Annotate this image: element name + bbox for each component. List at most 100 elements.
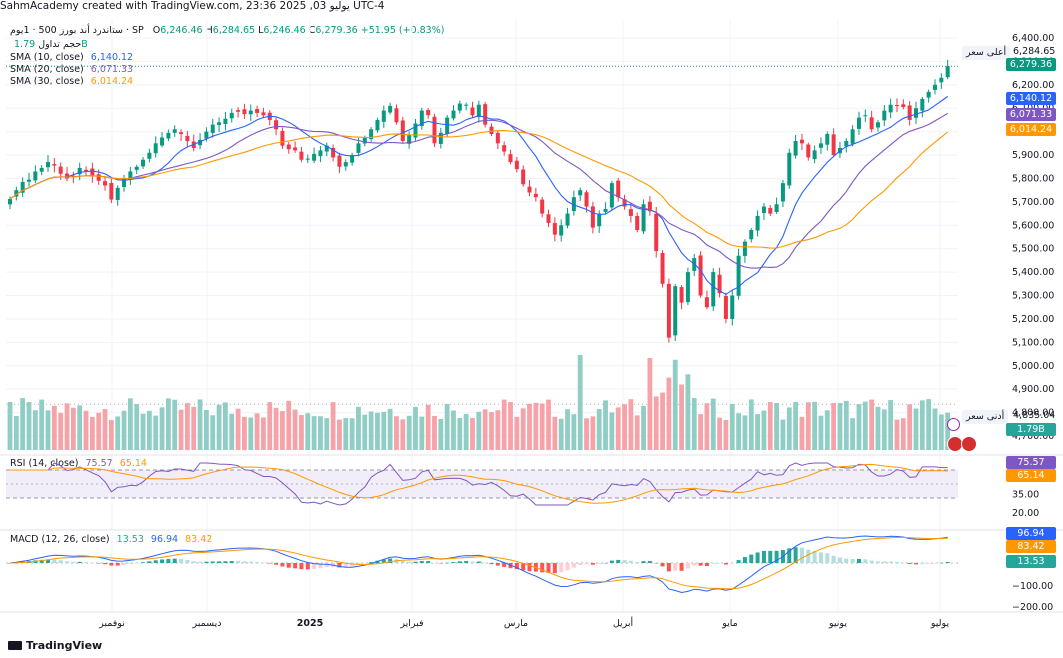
candle-body [552,223,557,235]
candle-body [603,208,608,212]
high-value: 6,284.65 [212,25,256,36]
candle-body [179,132,184,134]
volume-bar [780,419,786,450]
volume-bar [647,358,653,450]
us-flag-icon-2[interactable] [961,436,977,452]
candle-body [856,117,861,129]
lightning-icon[interactable] [947,418,960,431]
macd-hist-bar [768,550,773,563]
macd-hist-bar [236,561,241,563]
volume-bar [501,399,507,450]
candle-body [115,187,120,200]
volume-bar [261,417,266,450]
candle-body [673,286,678,336]
macd-hist-bar [527,563,532,572]
macd-hist-bar [704,563,709,567]
macd-hist-bar [622,560,627,563]
volume-bar [210,415,216,450]
low-value: 6,246.46 [263,25,306,36]
volume-bar [89,417,95,450]
candle-body [521,169,526,185]
tradingview-logo[interactable]: TradingView [8,639,102,652]
candle-body [502,145,507,152]
volume-bar [400,419,406,450]
macd-hist-bar [172,558,177,563]
high-price-tag: أعلى سعر [962,46,1011,60]
time-tick-label: يونيو [828,618,847,629]
volume-bar [197,399,203,450]
macd-hist-bar [837,557,842,563]
macd-legend[interactable]: MACD (12, 26, close) 13.53 96.94 83.42 [10,534,213,545]
candle-body [641,204,646,232]
candle-body [255,109,260,113]
macd-hist-bar [141,562,146,563]
rsi-tick-label: 20.00 [1012,508,1039,519]
macd-hist-bar [736,560,741,563]
candle-body [654,213,659,252]
volume-bar [622,404,627,450]
macd-hist-bar [96,563,101,564]
candle-body [71,175,76,177]
macd-hist-bar [749,554,754,563]
macd-hist-bar [312,563,317,569]
candle-body [242,109,247,115]
candle-body [907,105,912,120]
candle-body [546,214,551,223]
volume-bar [134,404,140,450]
macd-hist-bar [584,563,589,565]
candle-body [286,144,291,150]
macd-hist-bar [945,562,950,563]
macd-hist-bar [761,550,766,563]
volume-legend[interactable]: حجم تداول 1.79B [10,39,88,50]
candle-body [831,134,836,156]
rsi-legend[interactable]: RSI (14, close) 75.57 65.14 [10,458,147,469]
candle-body [527,186,532,193]
macd-hist-bar [191,561,196,563]
volume-price-label: 1.79B [1006,423,1056,436]
macd-hist-bar [52,559,57,563]
volume-bar [894,419,900,450]
symbol-ohlc-legend[interactable]: ستاندرد أند بورز 500 · 1يوم · SP O6,246.… [10,25,445,36]
volume-bar [539,403,545,450]
price-tick-label: 5,000.00 [1012,361,1054,372]
volume-bar [172,399,178,450]
macd-hist-bar [920,563,925,565]
candle-body [185,135,190,142]
candle-body [825,133,830,145]
candle-body [768,207,773,214]
candle-body [704,297,709,308]
volume-bar [603,400,608,450]
grid [0,20,1063,613]
chart-attribution: SahmAcademy created with TradingView.com… [0,0,385,12]
volume-bar [343,418,349,450]
macd-hist-bar [122,563,127,565]
macd-hist-bar [635,561,640,563]
macd-hist-label: 13.53 [1006,555,1056,568]
candle-body [882,110,887,121]
candle-body [787,152,792,186]
sma30-line [9,130,949,249]
volume-bar [900,418,906,450]
macd-hist-bar [831,555,836,563]
macd-hist-bar [913,563,918,565]
volume-bar [13,416,19,450]
volume-bar [267,402,273,450]
candle-body [274,120,279,130]
macd-hist-bar [229,561,234,563]
volume-bar [330,402,336,450]
volume-bar [565,409,570,450]
volume-bar [292,409,298,450]
macd-hist-bar [723,563,728,565]
volume-bar [159,407,165,450]
time-tick-label: مايو [721,618,738,629]
macd-hist-bar [698,563,703,566]
volume-bar [96,412,102,450]
macd-hist-bar [286,563,291,568]
volume-bar [907,404,913,450]
volume-bar [140,413,146,450]
macd-hist-bar [666,563,671,572]
volume-bar [508,402,513,450]
price-tick-label: 6,400.00 [1012,33,1054,44]
candle-body [153,143,158,154]
